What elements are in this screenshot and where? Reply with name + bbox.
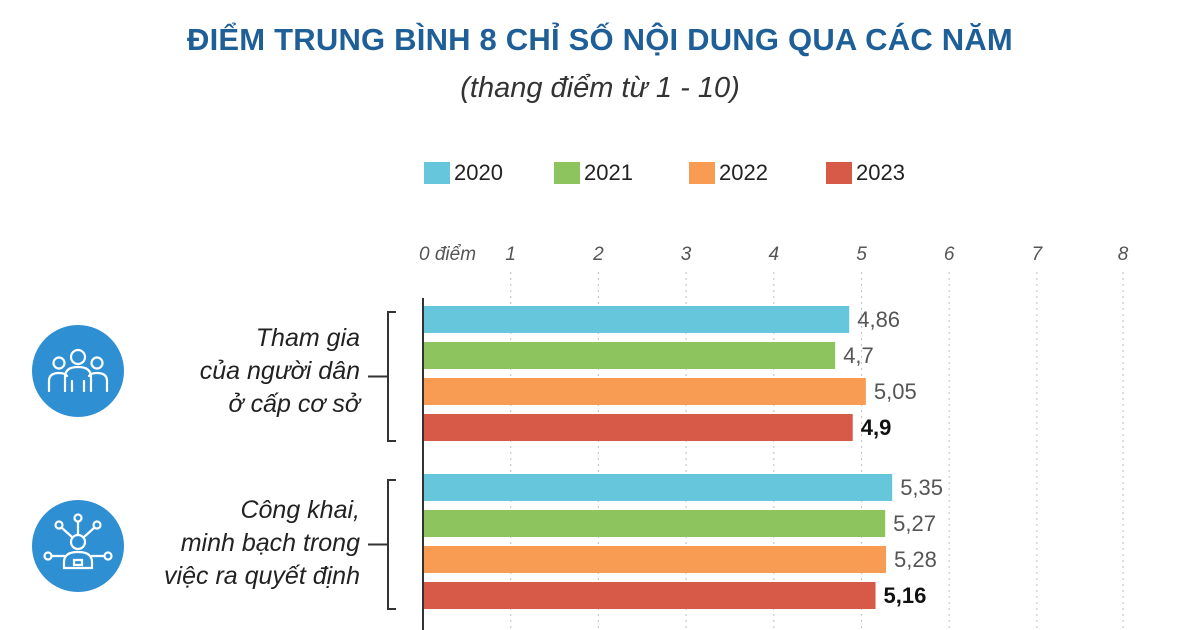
category-label-line: minh bạch trong (180, 529, 360, 557)
group-bracket (368, 479, 396, 610)
legend-label: 2021 (584, 160, 633, 185)
data-label: 5,16 (884, 583, 927, 608)
bar-2022-group-1 (424, 546, 887, 573)
bar-2020-group-1 (424, 474, 893, 501)
person-network-icon (32, 500, 124, 592)
data-label: 5,27 (893, 511, 936, 536)
data-label: 4,86 (857, 307, 900, 332)
bar-2020-group-0 (424, 306, 850, 333)
people-group-icon (32, 325, 124, 417)
data-label: 5,05 (874, 379, 917, 404)
category-label-line: Công khai, (240, 496, 360, 524)
x-tick-label: 6 (944, 244, 955, 265)
data-label: 4,7 (843, 343, 874, 368)
x-tick-label: 8 (1118, 244, 1129, 265)
x-tick-label: 7 (1032, 244, 1044, 265)
legend-label: 2020 (454, 160, 503, 185)
bar-2021-group-0 (424, 342, 836, 369)
category-label-line: ở cấp cơ sở (228, 390, 360, 418)
legend-item-2020: 2020 (424, 158, 503, 188)
category-label-cong-khai: Công khai, minh bạch trong việc ra quyết đ… (60, 494, 360, 593)
x-tick-label: 5 (856, 244, 867, 265)
data-label: 4,9 (861, 415, 892, 440)
bar-2023-group-0 (424, 414, 853, 441)
bar-2023-group-1 (424, 582, 876, 609)
x-tick-label: 3 (681, 244, 692, 265)
legend-item-2021: 2021 (554, 158, 633, 188)
legend-label: 2022 (719, 160, 768, 185)
bar-2022-group-0 (424, 378, 866, 405)
legend-swatch (826, 162, 852, 184)
legend-item-2022: 2022 (689, 158, 768, 188)
chart-title: ĐIỂM TRUNG BÌNH 8 CHỈ SỐ NỘI DUNG QUA CÁ… (187, 22, 1013, 57)
legend-item-2023: 2023 (826, 158, 905, 188)
legend-swatch (554, 162, 580, 184)
group-bracket (368, 311, 396, 442)
chart-subtitle: (thang điểm từ 1 - 10) (460, 72, 740, 104)
category-label-line: Tham gia (255, 324, 360, 352)
category-label-line: của người dân (199, 357, 360, 385)
x-tick-label: 0 điểm (419, 244, 476, 265)
data-label: 5,35 (900, 475, 943, 500)
legend-label: 2023 (856, 160, 905, 185)
x-tick-label: 4 (769, 244, 780, 265)
data-label: 5,28 (894, 547, 937, 572)
legend-swatch (689, 162, 715, 184)
bar-2021-group-1 (424, 510, 886, 537)
legend-swatch (424, 162, 450, 184)
category-label-line: việc ra quyết định (164, 562, 360, 590)
legend: 2020 2021 2022 2023 (0, 158, 1200, 188)
category-label-tham-gia: Tham gia của người dân ở cấp cơ sở (60, 322, 360, 421)
x-tick-label: 2 (592, 244, 604, 265)
x-tick-label: 1 (505, 244, 516, 265)
